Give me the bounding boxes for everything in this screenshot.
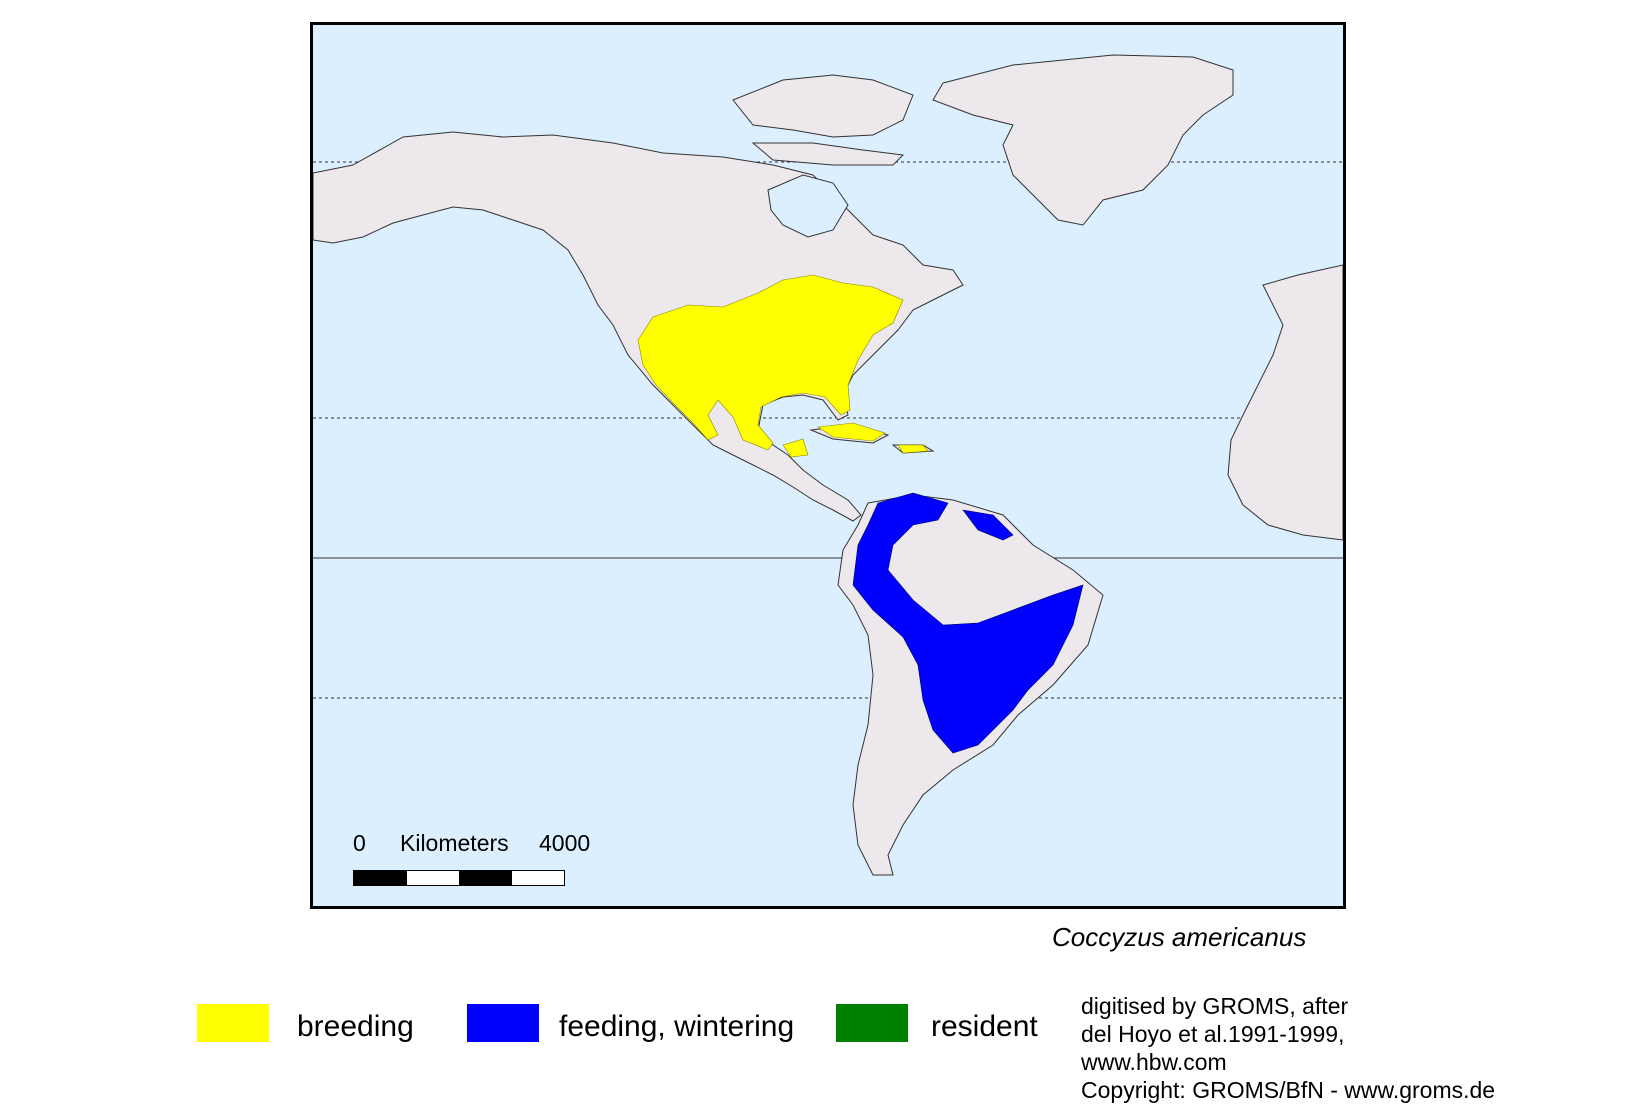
breeding-range-caribbean [782, 422, 929, 458]
americas-map [313, 54, 1343, 876]
hudson-bay [767, 174, 849, 238]
legend-swatch-breeding [197, 1004, 269, 1042]
scale-segment [511, 871, 564, 885]
scale-max-label: 4000 [539, 830, 591, 856]
copyright-line: Copyright: GROMS/BfN - www.groms.de [1081, 1077, 1496, 1103]
legend-label-feeding-wintering: feeding, wintering [559, 1010, 795, 1043]
scale-segment [354, 871, 407, 885]
arctic-islands [732, 74, 914, 166]
species-name: Coccyzus americanus [1052, 922, 1307, 952]
scale-bar: 0 Kilometers 4000 [353, 830, 613, 900]
breeding-range [637, 274, 904, 451]
africa-europe-landmass [1227, 264, 1343, 541]
credits-line: del Hoyo et al.1991-1999, [1081, 1021, 1345, 1047]
legend-swatch-feeding-wintering [467, 1004, 539, 1042]
credits-link: www.hbw.com [1081, 1049, 1227, 1075]
scale-segment [406, 871, 459, 885]
scale-unit-label: Kilometers [400, 830, 509, 856]
legend-label-breeding: breeding [297, 1010, 414, 1043]
scale-zero-label: 0 [353, 830, 366, 856]
legend-swatch-resident [836, 1004, 908, 1042]
credits-block: digitised by GROMS, after del Hoyo et al… [1081, 992, 1495, 1104]
wintering-range [852, 492, 1084, 754]
greenland-landmass [932, 54, 1234, 226]
scale-bar-graphic [353, 870, 565, 886]
scale-segment [459, 871, 512, 885]
legend-label-resident: resident [931, 1010, 1038, 1043]
credits-line: digitised by GROMS, after [1081, 993, 1349, 1019]
map-frame: 0 Kilometers 4000 [310, 22, 1346, 909]
